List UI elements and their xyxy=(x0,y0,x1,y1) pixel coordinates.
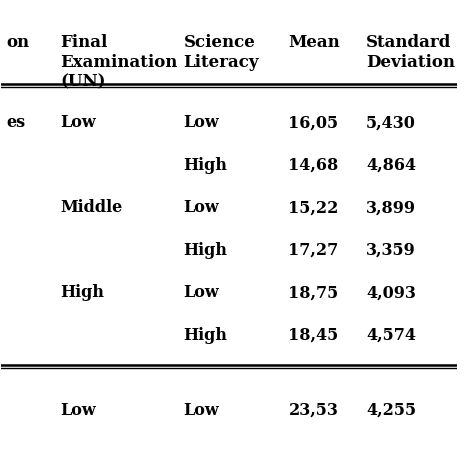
Text: 17,27: 17,27 xyxy=(289,242,339,259)
Text: High: High xyxy=(183,157,228,174)
Text: 4,255: 4,255 xyxy=(366,402,416,419)
Text: 4,864: 4,864 xyxy=(366,157,416,174)
Text: Low: Low xyxy=(61,115,96,131)
Text: Standard
Deviation: Standard Deviation xyxy=(366,35,455,71)
Text: High: High xyxy=(183,242,228,259)
Text: Low: Low xyxy=(183,284,219,301)
Text: 5,430: 5,430 xyxy=(366,115,416,131)
Text: Middle: Middle xyxy=(61,199,123,216)
Text: Final
Examination
(UN): Final Examination (UN) xyxy=(61,35,178,91)
Text: on: on xyxy=(6,35,29,51)
Text: 18,45: 18,45 xyxy=(289,327,339,344)
Text: Science
Literacy: Science Literacy xyxy=(183,35,259,71)
Text: 3,899: 3,899 xyxy=(366,199,416,216)
Text: Low: Low xyxy=(183,402,219,419)
Text: High: High xyxy=(183,327,228,344)
Text: 4,574: 4,574 xyxy=(366,327,416,344)
Text: 23,53: 23,53 xyxy=(289,402,338,419)
Text: es: es xyxy=(6,115,25,131)
Text: 16,05: 16,05 xyxy=(289,115,338,131)
Text: 3,359: 3,359 xyxy=(366,242,416,259)
Text: Mean: Mean xyxy=(289,35,340,51)
Text: Low: Low xyxy=(183,115,219,131)
Text: 4,093: 4,093 xyxy=(366,284,416,301)
Text: 15,22: 15,22 xyxy=(289,199,339,216)
Text: 18,75: 18,75 xyxy=(289,284,339,301)
Text: High: High xyxy=(61,284,105,301)
Text: 14,68: 14,68 xyxy=(289,157,339,174)
Text: Low: Low xyxy=(183,199,219,216)
Text: Low: Low xyxy=(61,402,96,419)
